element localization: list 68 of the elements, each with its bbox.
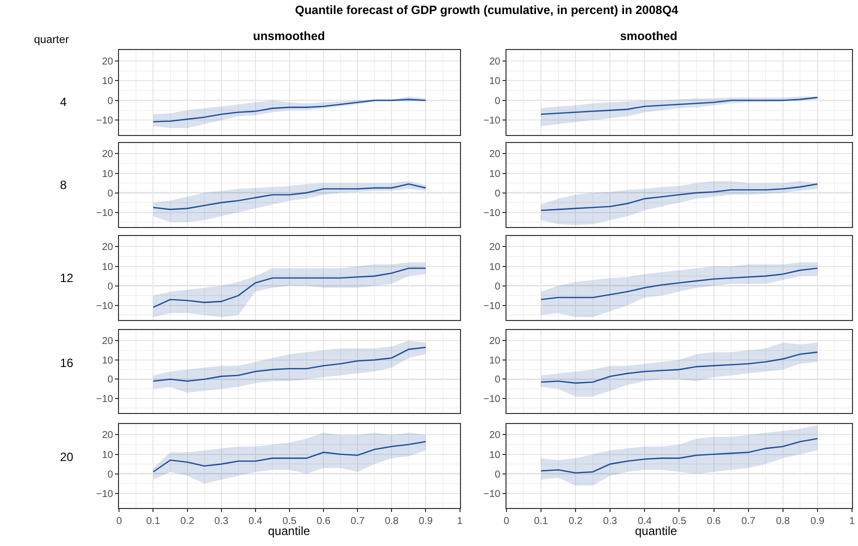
y-tick-label: 0 xyxy=(494,281,501,292)
x-tick-label: 0.8 xyxy=(776,516,790,528)
y-tick-label: 20 xyxy=(489,56,501,68)
y-tick-label: 10 xyxy=(102,262,114,273)
y-tick-label: 10 xyxy=(489,168,501,180)
y-tick-label: −10 xyxy=(96,394,114,406)
y-tick-label: −10 xyxy=(483,208,501,219)
y-tick-label: −10 xyxy=(96,208,114,219)
x-tick-label: 0.4 xyxy=(248,516,263,528)
y-axis-title: 8 xyxy=(60,178,67,192)
y-tick-label: −10 xyxy=(483,300,501,312)
y-tick-label: 20 xyxy=(102,56,114,68)
y-axis-title: 4 xyxy=(60,95,67,109)
y-tick-label: 0 xyxy=(108,374,114,386)
y-tick-label: 20 xyxy=(489,242,501,254)
y-tick-label: 20 xyxy=(489,149,501,160)
y-tick-label: −10 xyxy=(96,300,114,312)
x-tick-label: 0.2 xyxy=(568,516,583,528)
y-tick-label: 20 xyxy=(489,336,501,348)
x-tick-label: 0 xyxy=(116,516,122,528)
y-tick-label: 0 xyxy=(494,374,501,386)
y-tick-label: 20 xyxy=(102,430,114,442)
y-tick-label: 10 xyxy=(489,76,501,88)
chart-subtitle: smoothed xyxy=(620,29,678,43)
y-tick-label: −10 xyxy=(96,116,114,127)
y-axis-title: 16 xyxy=(60,356,74,370)
x-tick-label: 0.9 xyxy=(418,516,434,528)
x-tick-label: 0.3 xyxy=(214,516,229,528)
x-tick-label: 0 xyxy=(504,516,510,528)
x-tick-label: 0.2 xyxy=(180,516,195,528)
y-tick-label: −10 xyxy=(483,488,501,500)
y-tick-label: 10 xyxy=(102,450,114,461)
y-tick-label: 0 xyxy=(494,188,501,200)
x-tick-label: 1 xyxy=(849,516,856,528)
y-axis-title: 12 xyxy=(60,271,74,285)
y-tick-label: 0 xyxy=(108,281,114,292)
y-tick-label: 0 xyxy=(494,96,501,107)
y-tick-label: 0 xyxy=(108,469,114,480)
y-tick-label: −10 xyxy=(483,394,501,406)
x-tick-label: 0.3 xyxy=(603,516,618,528)
text: Quantile forecast of GDP growth (cumulative, in percent) in 2008Q4 xyxy=(295,3,679,17)
x-tick-label: 0.6 xyxy=(316,516,331,528)
y-tick-label: 10 xyxy=(102,76,114,88)
y-axis-title: 20 xyxy=(60,450,74,464)
y-tick-label: 10 xyxy=(489,450,501,461)
y-tick-label: 0 xyxy=(494,469,501,480)
x-tick-label: 0.1 xyxy=(534,516,548,528)
x-tick-label: 0.7 xyxy=(350,516,365,528)
x-tick-label: 0.9 xyxy=(810,516,825,528)
x-tick-label: 0.6 xyxy=(706,516,722,528)
x-tick-label: 0.1 xyxy=(146,516,161,528)
x-tick-label: 1 xyxy=(457,516,463,528)
y-tick-label: 20 xyxy=(102,242,114,254)
chart-subtitle: unsmoothed xyxy=(253,29,325,43)
y-tick-label: 20 xyxy=(489,430,501,442)
y-tick-label: 10 xyxy=(489,355,501,366)
y-tick-label: 0 xyxy=(108,188,114,200)
y-tick-label: 20 xyxy=(102,336,114,348)
x-tick-label: 0.8 xyxy=(384,516,400,528)
text: quarter xyxy=(34,34,70,46)
y-tick-label: 10 xyxy=(102,168,114,180)
y-tick-label: 0 xyxy=(108,96,114,107)
y-tick-label: −10 xyxy=(96,488,114,500)
y-tick-label: 10 xyxy=(489,262,501,273)
y-tick-label: 10 xyxy=(102,355,114,366)
x-tick-label: 0.7 xyxy=(741,516,756,528)
y-tick-label: 20 xyxy=(102,149,114,160)
y-tick-label: −10 xyxy=(483,116,501,127)
